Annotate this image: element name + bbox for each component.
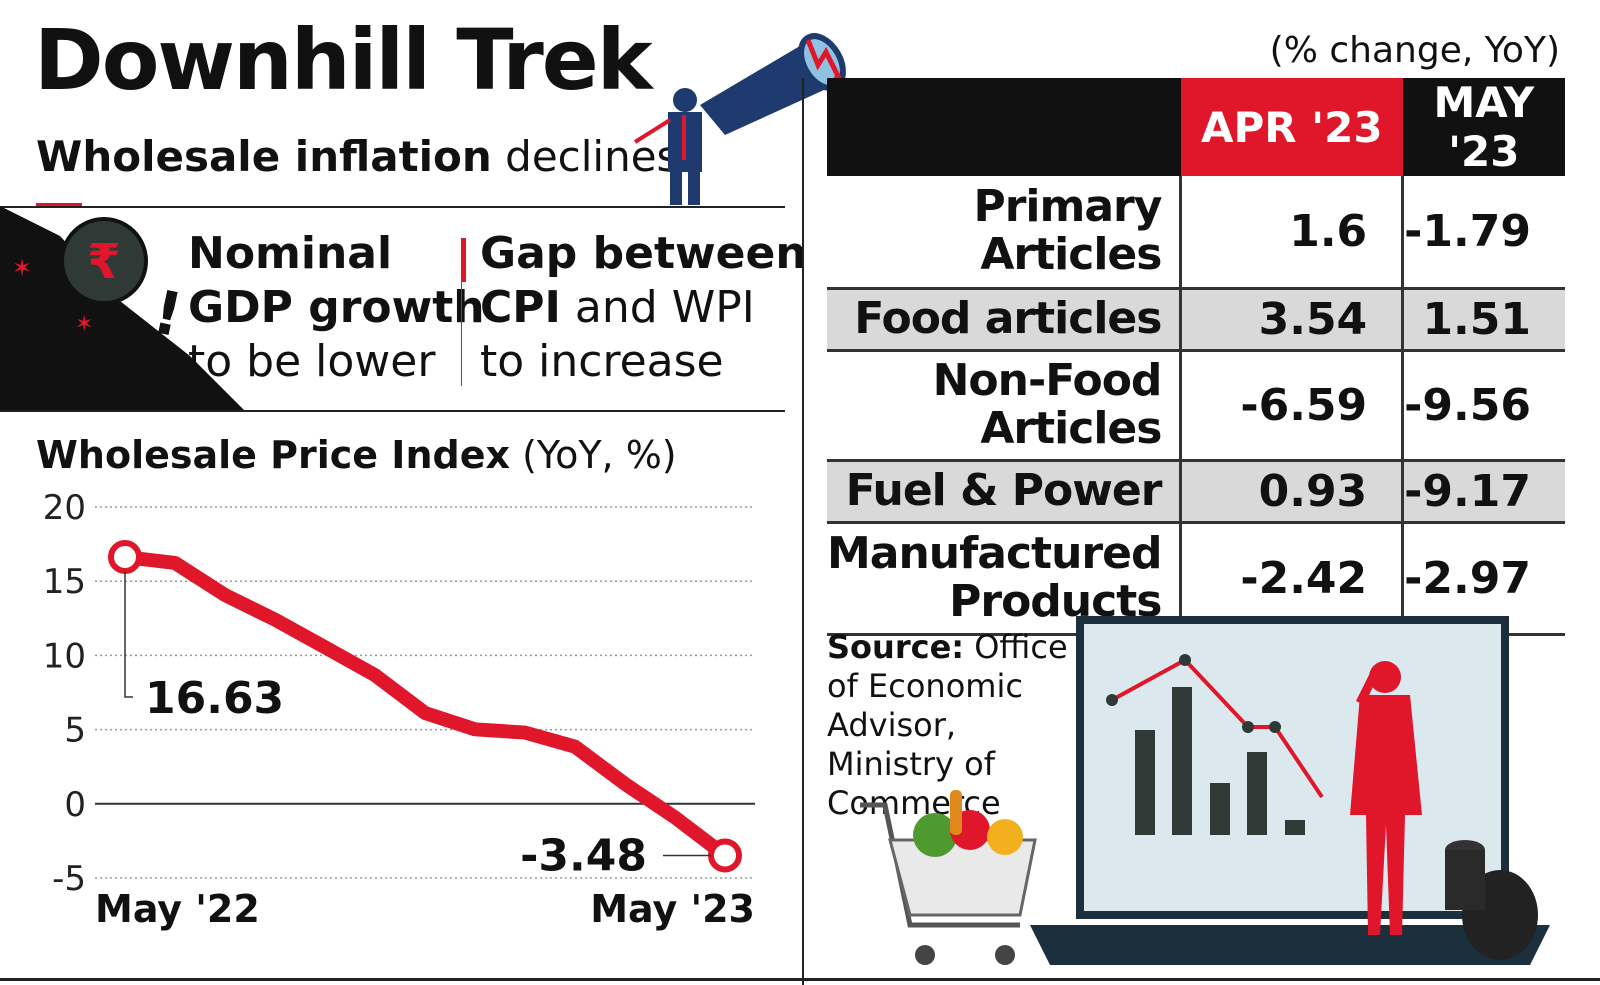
table-row: Fuel & Power 0.93 -9.17 xyxy=(827,460,1565,524)
svg-text:✶: ✶ xyxy=(12,254,32,282)
callout-cpi-line3: to increase xyxy=(480,336,724,387)
callout-gdp-line1: Nominal xyxy=(188,228,393,279)
saluting-man-icon xyxy=(1350,661,1422,935)
svg-text:!: ! xyxy=(147,277,188,351)
chart-title-rest: (YoY, %) xyxy=(522,433,677,477)
telescope-man-illustration xyxy=(633,33,848,205)
callout-divider xyxy=(461,282,462,386)
falling-rupee-illustration: ₹ ! ✶ ✶ xyxy=(0,206,245,411)
cell-apr-fuel: 0.93 xyxy=(1179,460,1405,524)
shopping-cart-icon xyxy=(860,790,1037,965)
page-title: Downhill Trek xyxy=(34,11,653,109)
y-tick-label: 5 xyxy=(64,711,86,751)
divider xyxy=(0,206,785,208)
table-row: Food articles 3.54 1.51 xyxy=(827,288,1565,352)
callout-gdp: Nominal GDP growth to be lower xyxy=(188,227,485,389)
annotation-leader-start xyxy=(124,571,133,698)
callout-gdp-line2: GDP growth xyxy=(188,282,485,333)
y-tick-label: 0 xyxy=(64,785,86,825)
cell-apr-primary: 1.6 xyxy=(1179,176,1405,290)
subtitle-rest: declines xyxy=(505,132,679,181)
data-point-end xyxy=(708,838,742,873)
source-note: Source: Office of Economic Advisor, Mini… xyxy=(827,628,1087,823)
callout-gdp-line3: to be lower xyxy=(188,336,436,387)
wpi-line-chart: 20 15 10 5 0 -5 16.63 -3.48 May '22 May '23 xyxy=(43,488,755,931)
x-tick-label: May '23 xyxy=(590,887,755,931)
unit-note: (% change, YoY) xyxy=(1269,30,1560,71)
chart-title-bold: Wholesale Price Index xyxy=(36,433,510,477)
cell-may-food: 1.51 xyxy=(1402,288,1565,352)
businessman-icon xyxy=(633,88,702,205)
divider xyxy=(0,410,785,412)
x-tick-label: May '22 xyxy=(95,887,260,931)
cell-apr-food: 3.54 xyxy=(1179,288,1405,352)
callout-cpi-line1: Gap between xyxy=(480,228,807,279)
oil-barrel-icon xyxy=(1445,840,1538,960)
cell-may-non-food: -9.56 xyxy=(1402,350,1565,462)
chart-title: Wholesale Price Index (YoY, %) xyxy=(36,436,677,474)
laptop-chart-illustration xyxy=(1030,616,1550,965)
page-subtitle: Wholesale inflation declines xyxy=(36,136,678,178)
table-header-blank xyxy=(827,78,1181,176)
svg-text:₹: ₹ xyxy=(87,234,120,290)
row-label-food-articles: Food articles xyxy=(827,288,1181,352)
y-tick-label: 20 xyxy=(43,488,86,528)
column-header-apr: APR '23 xyxy=(1180,78,1403,176)
table-row: Non-Food Articles -6.59 -9.56 xyxy=(827,350,1565,462)
y-tick-label: 15 xyxy=(43,562,86,602)
annotation-start-value: 16.63 xyxy=(145,673,284,724)
accent-bar xyxy=(36,203,82,208)
y-tick-label: 10 xyxy=(43,636,86,676)
laptop-bar-chart-icon xyxy=(1106,654,1324,835)
source-text: Office of Economic Advisor, Ministry of … xyxy=(827,628,1068,822)
callout-accent xyxy=(461,238,466,282)
table-header-row: APR '23 MAY '23 xyxy=(827,78,1565,176)
data-point-start xyxy=(108,540,142,575)
wpi-component-table: APR '23 MAY '23 Primary Articles 1.6 -1.… xyxy=(827,78,1565,636)
telescope-icon xyxy=(700,33,848,135)
source-label: Source: xyxy=(827,628,965,666)
row-label-non-food-articles: Non-Food Articles xyxy=(827,350,1181,462)
subtitle-bold: Wholesale inflation xyxy=(36,132,492,181)
bottom-rule xyxy=(0,978,1600,981)
column-header-may: MAY '23 xyxy=(1402,78,1565,176)
row-label-fuel-power: Fuel & Power xyxy=(827,460,1181,524)
wpi-series-line xyxy=(118,550,732,863)
callout-cpi-line2-rest: and WPI xyxy=(574,282,755,333)
y-tick-label: -5 xyxy=(52,859,86,899)
row-label-primary-articles: Primary Articles xyxy=(827,176,1181,290)
svg-text:✶: ✶ xyxy=(75,312,93,337)
annotation-end-value: -3.48 xyxy=(520,830,647,881)
panel-separator xyxy=(802,78,804,985)
cell-apr-non-food: -6.59 xyxy=(1179,350,1405,462)
table-row: Primary Articles 1.6 -1.79 xyxy=(827,176,1565,290)
cell-may-primary: -1.79 xyxy=(1402,176,1565,290)
cell-may-fuel: -9.17 xyxy=(1402,460,1565,524)
callout-cpi-wpi: Gap between CPI and WPI to increase xyxy=(480,227,807,389)
callout-cpi-line2-bold: CPI xyxy=(480,282,561,333)
